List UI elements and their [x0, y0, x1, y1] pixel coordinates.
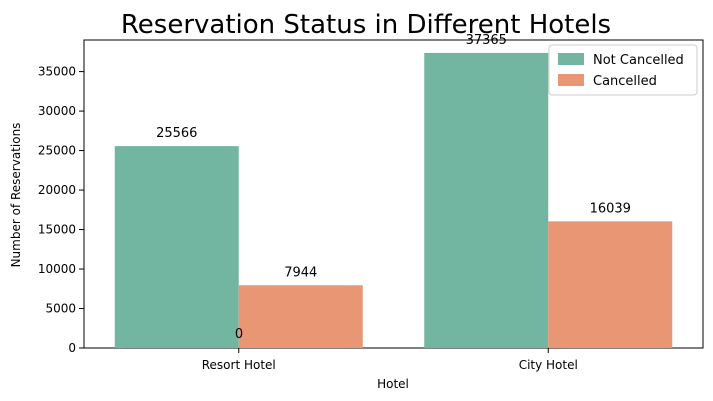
- legend-label: Not Cancelled: [593, 53, 684, 68]
- y-tick-label: 25000: [38, 144, 76, 158]
- x-tick-label: Resort Hotel: [202, 358, 276, 372]
- x-tick-label: City Hotel: [519, 358, 578, 372]
- legend-label: Cancelled: [593, 74, 657, 89]
- y-tick-label: 30000: [38, 104, 76, 118]
- y-tick-label: 0: [68, 341, 76, 355]
- plot-area: [83, 39, 704, 349]
- y-tick-label: 10000: [38, 262, 76, 276]
- bar: [238, 285, 363, 348]
- bar-value-label: 25566: [156, 126, 197, 141]
- y-tick-label: 15000: [38, 223, 76, 237]
- y-axis-ticks: 0 5000 10000 15000 20000 25000 30000 35000: [38, 65, 84, 355]
- chart-title: Reservation Status in Different Hotels: [121, 10, 611, 40]
- y-axis-label: Number of Reservations: [9, 123, 23, 268]
- y-tick-label: 5000: [45, 302, 76, 316]
- y-axis-label-group: Number of Reservations: [9, 123, 23, 268]
- bar: [114, 146, 239, 348]
- bar: [424, 52, 549, 349]
- chart-legend: Not Cancelled Cancelled: [548, 44, 698, 96]
- bar-value-label: 7944: [284, 265, 317, 280]
- legend-swatch: [558, 74, 584, 86]
- plot-frame: [83, 39, 704, 349]
- bar-value-label: 16039: [590, 201, 631, 216]
- bar-value-label: 37365: [466, 33, 507, 48]
- bar-value-labels: 25566 37365 7944 16039: [156, 33, 631, 280]
- bar: [548, 221, 673, 348]
- bar-series: [114, 52, 673, 349]
- x-axis-label: Hotel: [377, 377, 409, 391]
- y-tick-label: 35000: [38, 65, 76, 79]
- x-axis-ticks: Resort Hotel City Hotel: [202, 348, 578, 372]
- y-tick-label: 20000: [38, 183, 76, 197]
- legend-box: [548, 44, 698, 96]
- zero-value-label: 0: [235, 327, 243, 342]
- legend-swatch: [558, 53, 584, 65]
